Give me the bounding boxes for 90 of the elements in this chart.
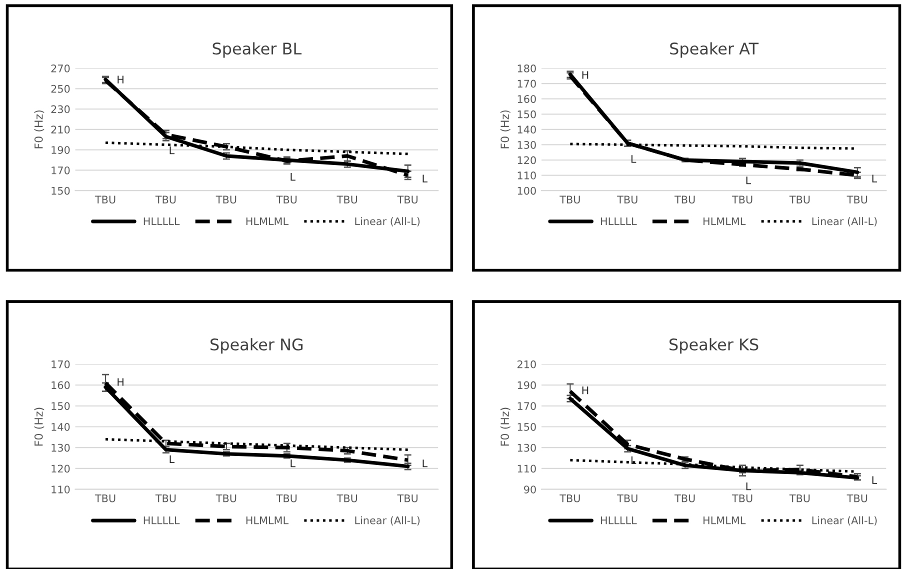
x-tick-label: TBU	[846, 494, 868, 502]
annotation: L	[872, 174, 878, 182]
x-tick-label: TBU	[216, 494, 236, 502]
y-tick-label: 230	[51, 105, 70, 114]
chart-title: Speaker NG	[210, 338, 303, 354]
x-tick-label: TBU	[846, 196, 868, 204]
y-tick-label: 110	[52, 486, 70, 494]
x-tick-label: TBU	[216, 196, 236, 204]
x-tick-label: TBU	[397, 494, 418, 502]
chart-title: Speaker KS	[670, 338, 758, 354]
legend-label: Linear (All-L)	[812, 217, 877, 226]
y-tick-label: 190	[518, 381, 536, 390]
annotation: L	[170, 146, 175, 154]
y-axis-title: F0 (Hz)	[34, 110, 44, 148]
y-tick-label: 130	[518, 444, 536, 452]
x-tick-label: TBU	[276, 494, 297, 502]
x-tick-label: TBU	[674, 196, 695, 204]
x-tick-label: TBU	[674, 494, 695, 502]
y-tick-label: 170	[518, 80, 536, 88]
annotation: L	[746, 482, 752, 490]
y-tick-label: 210	[51, 126, 70, 134]
annotation: L	[422, 174, 428, 182]
x-tick-label: TBU	[560, 196, 580, 204]
y-tick-label: 140	[518, 126, 536, 134]
x-tick-label: TBU	[732, 196, 752, 204]
x-tick-label: TBU	[336, 196, 358, 204]
x-tick-label: TBU	[789, 196, 810, 204]
annotation: H	[118, 76, 124, 84]
legend-label: Linear (All-L)	[812, 516, 877, 526]
y-tick-label: 130	[518, 140, 536, 149]
legend-label: HLMLML	[704, 516, 746, 524]
y-tick-label: 120	[52, 464, 70, 473]
annotation: L	[872, 476, 878, 484]
annotation: L	[631, 456, 636, 464]
chart-title: Speaker BL	[212, 42, 302, 58]
x-tick-label: TBU	[617, 494, 638, 502]
y-tick-label: 100	[518, 186, 536, 195]
x-tick-label: TBU	[397, 196, 418, 204]
x-tick-label: TBU	[336, 494, 358, 502]
y-tick-label: 270	[51, 64, 70, 72]
x-tick-label: TBU	[732, 494, 752, 502]
y-tick-label: 130	[52, 444, 70, 452]
y-axis-title: F0 (Hz)	[34, 408, 44, 446]
annotation: L	[170, 455, 175, 463]
legend-label: HLMLML	[704, 217, 746, 226]
annotation: L	[422, 460, 428, 468]
y-tick-label: 120	[518, 156, 536, 164]
y-tick-label: 150	[52, 186, 70, 195]
x-tick-label: TBU	[94, 494, 116, 502]
y-tick-label: 150	[518, 110, 536, 118]
x-tick-label: TBU	[155, 196, 176, 204]
x-tick-label: TBU	[617, 196, 638, 204]
annotation: H	[582, 386, 588, 394]
y-tick-label: 190	[52, 146, 70, 154]
x-tick-label: TBU	[276, 196, 297, 204]
x-tick-label: TBU	[94, 196, 116, 204]
x-tick-label: TBU	[789, 494, 810, 502]
legend-label: Linear (All-L)	[355, 516, 420, 526]
y-tick-label: 170	[518, 402, 536, 410]
y-tick-label: 210	[518, 360, 536, 368]
annotation: L	[290, 460, 296, 468]
annotation: H	[118, 378, 124, 386]
y-tick-label: 150	[518, 422, 536, 431]
y-tick-label: 160	[518, 95, 536, 103]
y-axis-title: F0 (Hz)	[500, 110, 510, 148]
annotation: L	[290, 172, 296, 181]
x-tick-label: TBU	[560, 494, 580, 502]
annotation: L	[631, 155, 636, 163]
legend-label: HLMLML	[246, 516, 289, 524]
y-axis-title: F0 (Hz)	[500, 408, 510, 446]
y-tick-label: 170	[52, 360, 70, 368]
chart-title: Speaker AT	[670, 42, 759, 58]
legend-label: HLMLML	[246, 217, 289, 226]
legend-label: Linear (All-L)	[355, 217, 420, 226]
y-tick-label: 110	[518, 464, 536, 473]
y-tick-label: 170	[52, 166, 70, 174]
y-tick-label: 250	[51, 84, 70, 93]
y-tick-label: 140	[52, 422, 70, 431]
y-tick-label: 110	[518, 172, 536, 180]
legend-label: HLLLLL	[601, 516, 637, 524]
annotation: L	[746, 176, 752, 184]
x-tick-label: TBU	[155, 494, 176, 502]
y-tick-label: 150	[52, 402, 70, 410]
legend-label: HLLLLL	[144, 217, 180, 226]
legend-label: HLLLLL	[144, 516, 180, 524]
y-tick-label: 180	[518, 64, 536, 72]
y-tick-label: 90	[524, 486, 536, 494]
y-tick-label: 160	[52, 381, 70, 390]
annotation: H	[582, 71, 588, 79]
legend-label: HLLLLL	[601, 217, 637, 226]
